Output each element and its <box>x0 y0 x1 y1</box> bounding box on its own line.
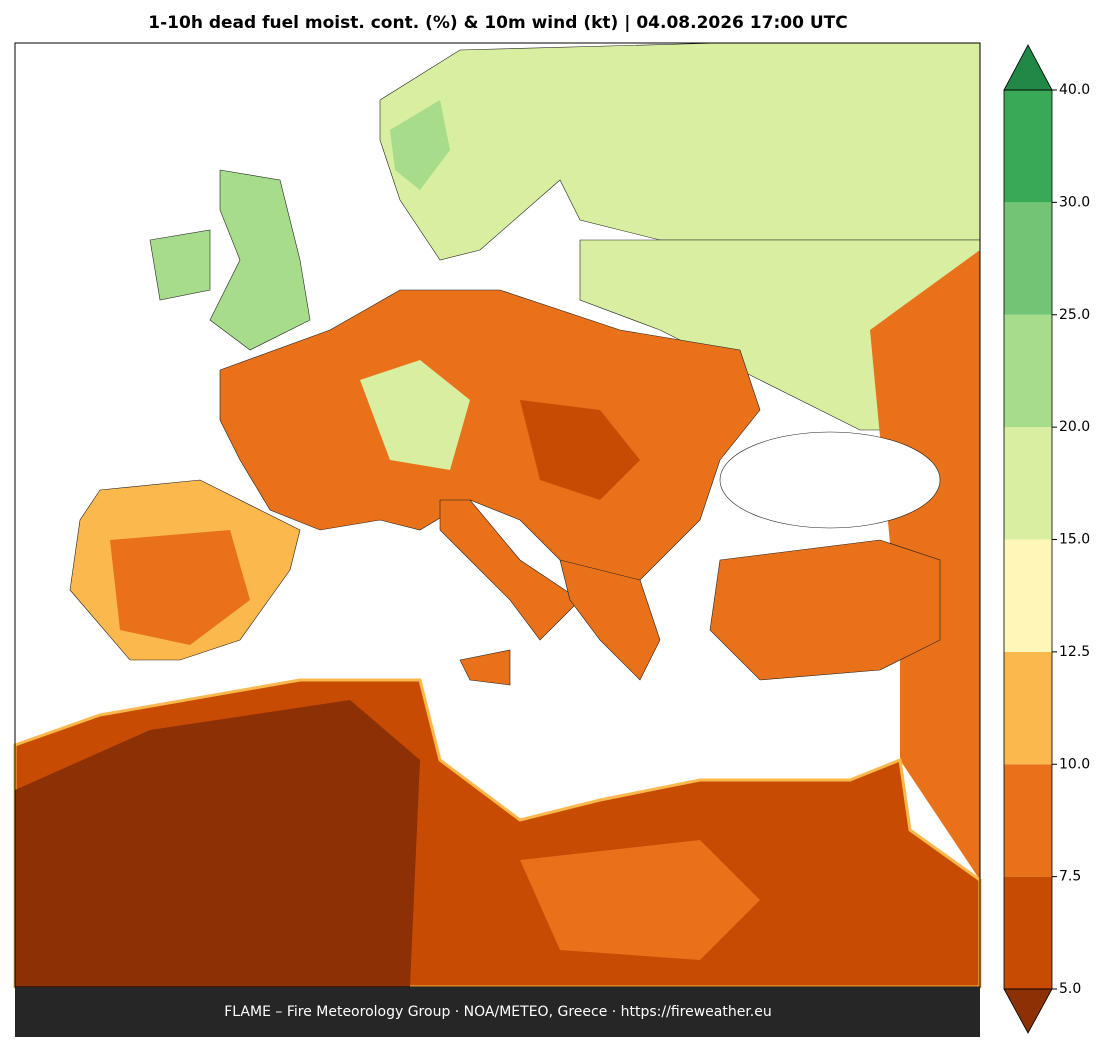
colorbar-segment <box>1004 90 1052 203</box>
colorbar-segment <box>1004 764 1052 877</box>
colorbar: 5.0 7.5 10.0 12.5 15.0 20.0 25.0 30.0 40.0 <box>1003 44 1090 1034</box>
colorbar-segment <box>1004 651 1052 765</box>
sicily <box>459 649 511 686</box>
black-sea <box>719 431 941 529</box>
colorbar-segment <box>1004 539 1052 652</box>
great-britain <box>209 169 311 351</box>
colorbar-tick-label: 30.0 <box>1059 194 1090 210</box>
footer-bar <box>15 987 980 1037</box>
footer: FLAME – Fire Meteorology Group · NOA/MET… <box>224 1004 772 1020</box>
colorbar-tick-label: 5.0 <box>1059 981 1081 997</box>
land-patch <box>390 100 450 190</box>
colorbar-segment <box>1004 876 1052 989</box>
balkans <box>559 559 661 681</box>
colorbar-under <box>1003 988 1053 1034</box>
colorbar-tick-label: 12.5 <box>1059 644 1090 660</box>
colorbar-over <box>1003 44 1053 91</box>
land-patch <box>360 360 470 470</box>
title: 1-10h dead fuel moist. cont. (%) & 10m w… <box>148 13 847 33</box>
italy <box>439 499 581 641</box>
colorbar-tick-label: 10.0 <box>1059 756 1090 772</box>
land-patch <box>520 400 640 500</box>
map <box>13 42 982 989</box>
turkey <box>709 539 941 681</box>
land-patch <box>110 530 250 645</box>
colorbar-segment <box>1004 202 1052 315</box>
colorbar-tick-label: 15.0 <box>1059 532 1090 548</box>
scandinavia <box>379 42 981 261</box>
land-patch <box>15 700 420 987</box>
colorbar-tick-label: 7.5 <box>1059 869 1081 885</box>
colorbar-segment <box>1004 314 1052 428</box>
ireland <box>149 229 211 301</box>
colorbar-tick-label: 40.0 <box>1059 82 1090 98</box>
colorbar-segment <box>1004 427 1052 540</box>
colorbar-tick-label: 20.0 <box>1059 419 1090 435</box>
land-patch <box>520 840 760 960</box>
colorbar-tick-label: 25.0 <box>1059 307 1090 323</box>
